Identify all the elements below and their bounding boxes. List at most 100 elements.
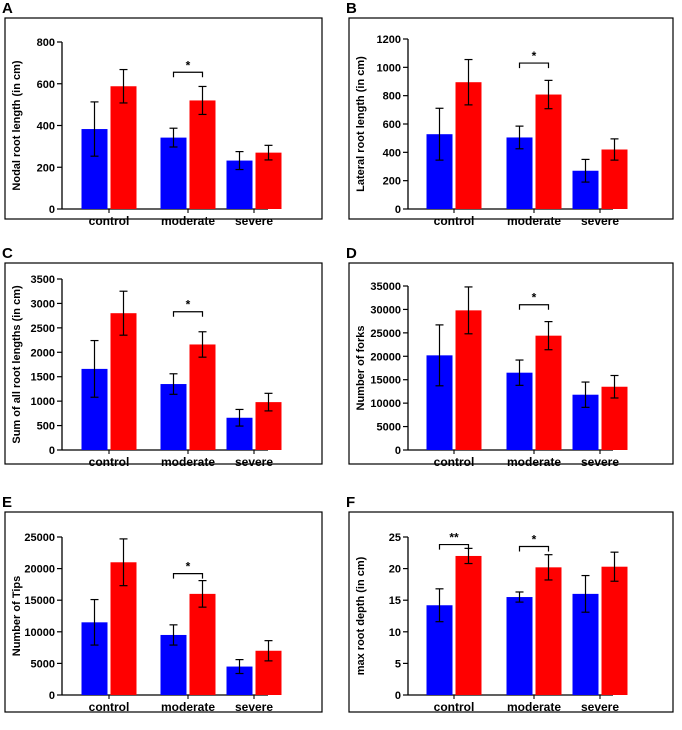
category-label: moderate [161,214,215,228]
significance-label: ** [449,531,459,545]
significance-bracket [518,304,550,310]
y-tick-label: 15000 [24,595,55,607]
category-label: control [434,455,475,469]
bar-red-moderate [535,567,562,695]
y-tick-label: 0 [395,204,401,216]
y-tick-label: 400 [37,121,55,133]
bar-red-control [455,555,482,695]
panel-c: C 0 500 1000 1500 2000 2500 3000 3500 Sum of all … [2,245,323,469]
bar-red-moderate [535,94,562,209]
significance-bracket [172,311,204,317]
significance-bracket [518,62,550,69]
panel-label: C [2,245,13,262]
y-tick-label: 10000 [24,627,55,639]
y-tick-label: 0 [49,690,55,702]
y-tick-label: 1200 [377,34,401,46]
panel-d: D 0 5000 10000 15000 20000 25000 30000 35000 Numb… [346,245,674,469]
y-axis-label: max root depth (in cm) [355,556,367,675]
bar-red-moderate [189,100,216,209]
y-tick-label: 800 [37,37,55,49]
y-tick-label: 500 [37,421,55,433]
category-label: control [89,214,130,228]
bar-red-severe [601,566,628,695]
panel-a: A 0 200 400 600 800 Nodal root length (in cm) c… [2,0,323,228]
category-label: moderate [507,214,561,228]
category-label: severe [581,700,619,714]
y-tick-label: 3000 [31,298,55,310]
y-tick-label: 800 [383,91,401,103]
y-tick-label: 5000 [377,422,401,434]
panel-frame [348,511,674,713]
y-tick-label: 200 [37,162,55,174]
y-tick-label: 25000 [370,328,401,340]
y-tick-label: 3500 [31,274,55,286]
category-label: control [89,455,130,469]
y-tick-label: 2500 [31,323,55,335]
category-label: severe [235,214,273,228]
y-tick-label: 1000 [377,62,401,74]
category-label: moderate [507,455,561,469]
bar-red-severe [255,152,282,209]
y-tick-label: 600 [383,119,401,131]
category-label: severe [235,455,273,469]
category-label: moderate [161,455,215,469]
significance-label: * [186,58,191,72]
y-tick-label: 400 [383,147,401,159]
bar-red-control [110,86,137,209]
panel-frame [348,17,674,220]
panel-frame [348,262,674,465]
y-tick-label: 600 [37,79,55,91]
y-tick-label: 0 [49,445,55,457]
y-tick-label: 0 [395,445,401,457]
y-tick-label: 10 [389,627,401,639]
y-tick-label: 25000 [24,532,55,544]
y-tick-label: 35000 [370,281,401,293]
category-label: severe [581,455,619,469]
y-tick-label: 1000 [31,396,55,408]
bar-red-moderate [189,344,216,450]
y-tick-label: 200 [383,176,401,188]
y-tick-label: 0 [395,690,401,702]
y-tick-label: 20000 [24,564,55,576]
bar-blue-moderate [160,137,187,209]
y-tick-label: 0 [49,204,55,216]
y-tick-label: 15000 [370,375,401,387]
y-tick-label: 2000 [31,347,55,359]
significance-label: * [532,291,537,305]
panel-e: E 0 5000 10000 15000 20000 25000 Number of Tips… [2,494,323,714]
panel-frame [4,17,323,220]
significance-bracket [438,543,470,550]
panel-f: F 0 5 10 15 20 25 max root depth (in cm) control… [346,494,674,714]
y-tick-label: 5 [395,658,401,670]
significance-label: * [532,49,537,63]
category-label: control [434,700,475,714]
y-axis-label: Sum of all root lengths (in cm) [11,285,23,444]
category-label: control [434,214,475,228]
significance-bracket [172,573,204,579]
y-tick-label: 15 [389,595,401,607]
y-tick-label: 30000 [370,304,401,316]
panel-frame [4,262,323,465]
panel-b: B 0 200 400 600 800 1000 1200 Lateral root lengt… [346,0,674,228]
y-axis-label: Nodal root length (in cm) [11,60,23,190]
y-tick-label: 5000 [31,658,55,670]
y-tick-label: 1500 [31,372,55,384]
panel-label: A [2,0,13,17]
significance-label: * [186,560,191,574]
bar-red-moderate [535,335,562,450]
y-axis-label: Lateral root length (in cm) [355,56,367,192]
y-tick-label: 20 [389,564,401,576]
panel-label: F [346,494,355,511]
category-label: moderate [507,700,561,714]
panel-label: D [346,245,357,262]
category-label: severe [235,700,273,714]
significance-label: * [186,298,191,312]
category-label: control [89,700,130,714]
y-tick-label: 20000 [370,351,401,363]
y-axis-label: Number of Tips [11,576,23,656]
panel-frame [4,511,323,713]
bar-blue-moderate [160,384,187,450]
y-axis-label: Number of forks [355,326,367,411]
bar-red-moderate [189,593,216,695]
